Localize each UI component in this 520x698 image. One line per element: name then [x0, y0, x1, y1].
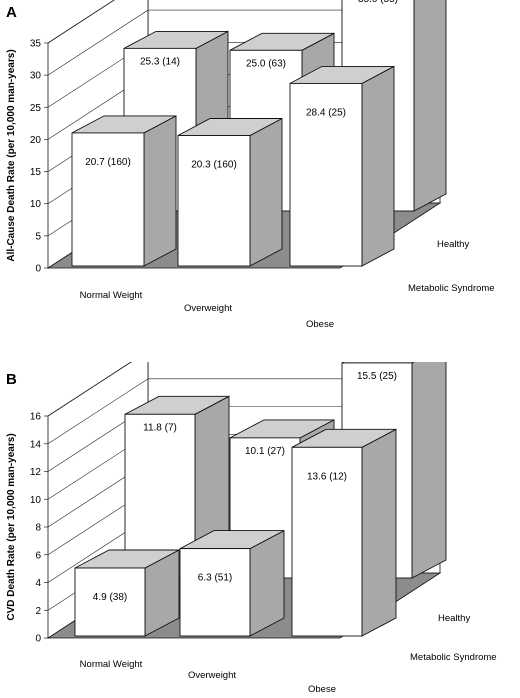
bar-healthy-normal-weight: 4.9 (38) [74, 549, 180, 637]
chart-b-svg: B 0 2 4 6 8 10 12 14 16 CVD Death Rate (per 10,000… [6, 362, 497, 695]
bar-front-face [179, 548, 251, 637]
x-category-label: Normal Weight [80, 659, 143, 670]
bar-front-face [291, 446, 363, 637]
bar-data-label: 13.6 (12) [307, 471, 347, 482]
y-tick-label: 10 [30, 199, 42, 210]
x-category-label: Obese [308, 684, 336, 695]
bar-side-face [249, 117, 283, 267]
y-tick-label: 6 [35, 550, 41, 561]
bar-healthy-overweight: 6.3 (51) [179, 529, 285, 637]
bar-data-label: 35.0 (55) [358, 0, 398, 5]
bar-data-label: 28.4 (25) [306, 107, 346, 118]
bar-front-face [177, 135, 251, 267]
bar-data-label: 10.1 (27) [245, 446, 285, 457]
y-axis-title: All-Cause Death Rate (per 10,000 man-yea… [6, 49, 17, 261]
y-tick-label: 2 [35, 606, 41, 617]
bar-data-label: 4.9 (38) [93, 592, 127, 603]
bar-front-face [289, 82, 363, 267]
bar-healthy-obese: 13.6 (12) [291, 428, 397, 637]
y-tick-label: 25 [30, 103, 42, 114]
bar-front-face [74, 567, 146, 637]
depth-category-label: Metabolic Syndrome [410, 652, 497, 663]
y-axis-title: CVD Death Rate (per 10,000 man-years) [6, 433, 17, 620]
y-tick-label: 30 [30, 71, 42, 82]
depth-category-label: Metabolic Syndrome [408, 283, 495, 294]
y-tick-label: 4 [35, 578, 41, 589]
x-category-label: Overweight [184, 303, 232, 314]
bar-data-label: 25.0 (63) [246, 58, 286, 69]
x-category-label: Normal Weight [80, 290, 143, 301]
bar-front-face [71, 132, 145, 267]
y-tick-label: 15 [30, 167, 42, 178]
gridline [47, 0, 115, 44]
bar-side-face [143, 115, 177, 267]
bar-data-label: 15.5 (25) [357, 371, 397, 382]
bar-healthy-normal-weight: 20.7 (160) [71, 115, 177, 267]
x-category-label: Overweight [188, 670, 236, 681]
y-tick-label: 14 [30, 439, 42, 450]
bar-data-label: 11.8 (7) [143, 422, 177, 433]
y-tick-label: 16 [30, 412, 42, 423]
chart-panel-b: B 0 2 4 6 8 10 12 14 16 CVD Death Rate (per 10,000… [0, 362, 520, 698]
bar-data-label: 25.3 (14) [140, 56, 180, 67]
y-tick-label: 12 [30, 467, 42, 478]
bar-data-label: 20.3 (160) [191, 160, 237, 171]
bar-side-face [413, 0, 447, 212]
y-tick-label: 8 [35, 523, 41, 534]
y-tick-label: 20 [30, 135, 42, 146]
y-tick-label: 5 [35, 231, 41, 242]
x-category-label: Obese [306, 319, 334, 330]
bar-healthy-overweight: 20.3 (160) [177, 117, 283, 267]
bar-data-label: 20.7 (160) [85, 157, 131, 168]
depth-category-label: Healthy [438, 613, 470, 624]
chart-a-svg: A 0 5 10 15 20 25 30 35 All-Cause Death Rate (per… [6, 0, 495, 330]
depth-category-label: Healthy [437, 239, 469, 250]
y-tick-label: 0 [35, 634, 41, 645]
panel-letter: A [6, 4, 17, 21]
bar-healthy-obese: 28.4 (25) [289, 65, 395, 267]
bar-side-face [361, 428, 397, 637]
y-tick-label: 35 [30, 39, 42, 50]
panel-letter: B [6, 371, 17, 388]
gridline [47, 362, 132, 417]
y-tick-label: 0 [35, 264, 41, 275]
chart-panel-a: A 0 5 10 15 20 25 30 35 All-Cause Death Rate (per… [0, 0, 520, 345]
bar-data-label: 6.3 (51) [198, 573, 232, 584]
bar-side-face [411, 362, 447, 579]
y-tick-label: 10 [30, 495, 42, 506]
bar-side-face [361, 65, 395, 267]
bar-side-face [249, 529, 285, 637]
